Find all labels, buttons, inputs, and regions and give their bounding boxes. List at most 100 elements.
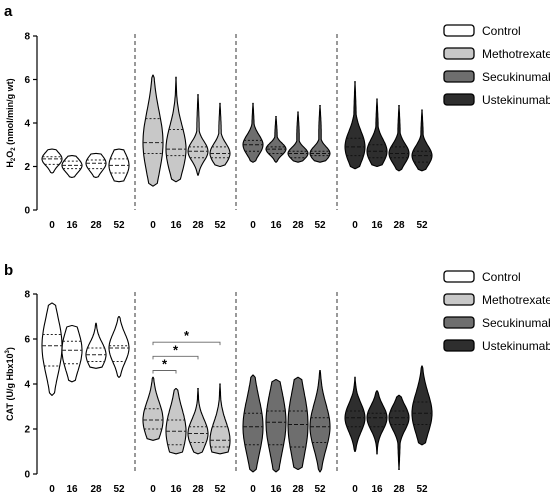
- violin-control-52: [108, 315, 130, 378]
- violin-control-28: [85, 152, 107, 178]
- panel-b: b 0 2 4 6 8 CAT (U/g Hbx103) 0 16 28 52 0 16 28 52 0 16 2…: [4, 262, 550, 495]
- violin-ustekinumab-52: [411, 365, 433, 446]
- violin-body: [108, 315, 130, 378]
- x-tick-label: 16: [371, 220, 383, 231]
- violin-body: [265, 115, 287, 163]
- x-tick-label: 52: [416, 484, 428, 495]
- y-title-part: (nmol/min/g wt): [5, 78, 15, 147]
- violin-secukinumab-16: [265, 378, 287, 473]
- legend-swatch: [443, 24, 475, 37]
- violin-ustekinumab-0: [344, 376, 366, 453]
- legend-label: Control: [482, 270, 521, 284]
- y-tick-label: 0: [24, 470, 30, 481]
- y-title-part: CAT (U/g Hbx10: [5, 354, 15, 421]
- bracket-line: [152, 355, 199, 360]
- violin-body: [366, 98, 388, 168]
- x-tick-label: 52: [113, 220, 125, 231]
- significance-star: *: [162, 357, 168, 372]
- legend-label: Secukinumab: [482, 70, 550, 84]
- violin-secukinumab-52: [309, 105, 331, 163]
- x-tick-label: 0: [150, 220, 156, 231]
- x-tick-label: 28: [192, 220, 204, 231]
- violin-methotrexate-28: [187, 387, 209, 455]
- violin-control-0: [41, 148, 63, 174]
- legend-swatch: [443, 316, 475, 329]
- panel-label: a: [4, 3, 13, 20]
- violin-body: [287, 111, 309, 163]
- significance-star: *: [184, 328, 190, 343]
- x-tick-label: 0: [352, 484, 358, 495]
- violin-body: [165, 387, 187, 455]
- y-tick-label: 2: [24, 162, 30, 173]
- y-axis-title: H2O2 (nmol/min/g wt): [5, 78, 17, 167]
- violin-methotrexate-0: [142, 376, 164, 441]
- violin-body: [287, 376, 309, 471]
- legend-swatch: [443, 70, 475, 83]
- violin-body: [309, 105, 331, 163]
- x-tick-label: 28: [90, 220, 102, 231]
- violin-ustekinumab-52: [411, 109, 433, 172]
- violin-methotrexate-0: [142, 74, 164, 187]
- x-tick-label: 28: [192, 484, 204, 495]
- x-tick-label: 0: [250, 484, 256, 495]
- y-tick-label: 8: [24, 290, 30, 301]
- violin-body: [41, 302, 63, 396]
- violin-body: [242, 374, 264, 473]
- legend-item-secukinumab: Secukinumab: [443, 70, 550, 84]
- y-title-part: H: [5, 161, 15, 168]
- legend-swatch: [443, 339, 475, 352]
- legend-label: Control: [482, 24, 521, 38]
- legend-swatch: [443, 293, 475, 306]
- violin-body: [265, 378, 287, 473]
- y-axis-title: CAT (U/g Hbx103): [5, 347, 15, 421]
- violin-control-52: [108, 148, 130, 183]
- violin-body: [388, 394, 410, 471]
- violin-ustekinumab-0: [344, 81, 366, 170]
- significance-bracket: *: [152, 342, 199, 360]
- bracket-line: [152, 370, 177, 374]
- x-tick-label: 0: [352, 220, 358, 231]
- violin-ustekinumab-28: [388, 394, 410, 471]
- significance-bracket: *: [152, 328, 221, 346]
- legend-label: Methotrexate: [482, 47, 550, 61]
- x-tick-label: 16: [170, 220, 182, 231]
- x-tick-label: 0: [49, 484, 55, 495]
- violin-body: [344, 376, 366, 453]
- violin-body: [61, 324, 83, 383]
- legend-swatch: [443, 270, 475, 283]
- legend-label: Ustekinumab: [482, 339, 550, 353]
- violin-ustekinumab-16: [366, 390, 388, 455]
- legend-item-ustekinumab: Ustekinumab: [443, 93, 550, 107]
- x-tick-label: 52: [314, 484, 326, 495]
- x-tick-label: 28: [292, 484, 304, 495]
- violin-body: [187, 387, 209, 455]
- x-tick-label: 16: [66, 484, 78, 495]
- significance-bracket: *: [152, 357, 177, 374]
- x-tick-label: 28: [393, 220, 405, 231]
- violin-body: [142, 74, 164, 187]
- legend-item-control: Control: [443, 270, 521, 284]
- violin-secukinumab-52: [309, 369, 331, 473]
- violin-body: [85, 322, 107, 369]
- violin-body: [242, 102, 264, 163]
- x-tick-label: 52: [314, 220, 326, 231]
- x-tick-label: 0: [150, 484, 156, 495]
- violin-control-16: [61, 155, 83, 178]
- y-title-subscript: 2: [11, 157, 17, 161]
- legend-item-secukinumab: Secukinumab: [443, 316, 550, 330]
- x-tick-label: 52: [416, 220, 428, 231]
- violin-body: [411, 365, 433, 446]
- legend-swatch: [443, 47, 475, 60]
- violin-secukinumab-0: [242, 374, 264, 473]
- violin-secukinumab-28: [287, 376, 309, 471]
- y-title-superscript: 3: [5, 350, 11, 354]
- legend-label: Secukinumab: [482, 316, 550, 330]
- y-tick-label: 2: [24, 425, 30, 436]
- x-tick-label: 28: [393, 484, 405, 495]
- violin-methotrexate-52: [209, 383, 231, 455]
- legend-item-methotrexate: Methotrexate: [443, 293, 550, 307]
- y-tick-label: 6: [24, 75, 30, 86]
- violin-control-16: [61, 324, 83, 383]
- legend-swatch: [443, 93, 475, 106]
- violin-methotrexate-16: [165, 387, 187, 455]
